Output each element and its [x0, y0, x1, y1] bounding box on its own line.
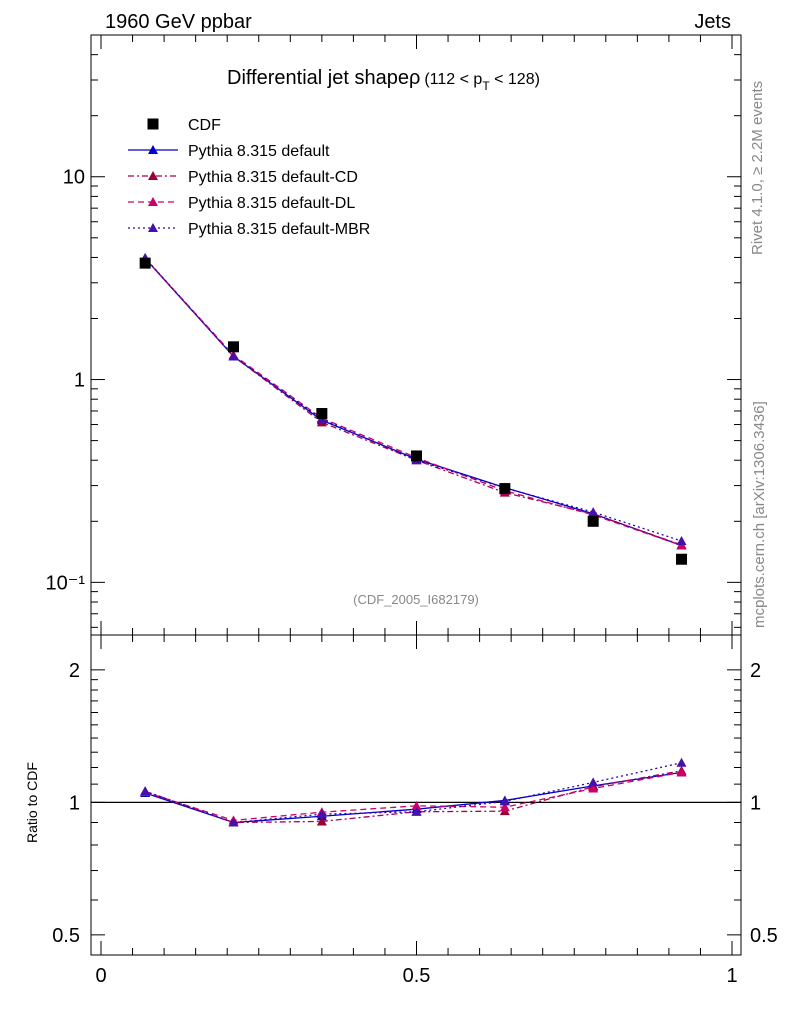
- data-point: [139, 257, 151, 269]
- data-point: [411, 450, 422, 462]
- series-group: [140, 253, 687, 827]
- ratio-point: [588, 783, 599, 793]
- data-point: [228, 341, 240, 353]
- main-y-tick-label: 10⁻¹: [46, 572, 86, 594]
- legend-label: Pythia 8.315 default: [188, 143, 330, 160]
- series-point: [676, 540, 687, 550]
- ratio-y-tick-label-right: 0.5: [750, 925, 778, 947]
- legend: CDF Pythia 8.315 default Pythia 8.315 defa…: [128, 117, 370, 238]
- ratio-y-tick-label-right: 1: [750, 792, 761, 814]
- legend-label: Pythia 8.315 default-MBR: [188, 221, 370, 238]
- axes-layer: 10⁻¹ 1 10 0 0.5 1 0.5 0.5 1 1 2 2: [46, 34, 778, 987]
- series-group: [140, 252, 687, 827]
- header-left: 1960 GeV ppbar: [105, 11, 252, 33]
- header-right: Jets: [694, 11, 731, 33]
- legend-label: Pythia 8.315 default-CD: [188, 169, 358, 186]
- ratio-y-tick-label: 2: [69, 660, 80, 682]
- ratio-point: [228, 817, 239, 827]
- main-y-tick-label: 1: [74, 370, 85, 392]
- legend-marker: [148, 197, 158, 206]
- ratio-y-tick-label: 1: [69, 792, 80, 814]
- data-point: [499, 483, 511, 495]
- data-point: [316, 408, 328, 420]
- ratio-y-tick-label: 0.5: [52, 925, 80, 947]
- ratio-axis-label: Ratio to CDF: [24, 762, 40, 843]
- legend-label: Pythia 8.315 default-DL: [188, 195, 355, 212]
- ratio-point: [411, 806, 422, 816]
- ratio-point: [499, 796, 510, 806]
- data-point: [587, 515, 599, 527]
- ratio-point: [676, 767, 687, 777]
- legend-marker-cdf: [147, 118, 159, 130]
- ratio-point: [676, 757, 687, 767]
- ratio-point: [316, 809, 327, 819]
- series-point: [588, 507, 599, 517]
- main-y-tick-label: 10: [63, 167, 85, 189]
- plot-title: Differential jet shapeρ (112 < pT < 128): [227, 67, 540, 93]
- ratio-point: [588, 777, 599, 787]
- series-point: [228, 351, 239, 361]
- analysis-id-watermark: (CDF_2005_I682179): [353, 592, 479, 607]
- x-tick-label: 0.5: [403, 965, 431, 987]
- legend-marker: [148, 145, 158, 154]
- rivet-label: Rivet 4.1.0, ≥ 2.2M events: [749, 81, 766, 255]
- ratio-plot-frame: [90, 634, 742, 956]
- series-point: [676, 535, 687, 545]
- series-group: [140, 253, 687, 825]
- legend-label: CDF: [188, 117, 221, 134]
- series-group: [140, 253, 687, 827]
- x-tick-label: 1: [726, 965, 737, 987]
- series-line: [144, 257, 682, 546]
- ratio-point: [316, 816, 327, 826]
- series-line: [144, 258, 682, 547]
- legend-marker: [148, 171, 158, 180]
- ratio-point: [140, 786, 151, 796]
- series-layer: [139, 252, 688, 827]
- series-line: [144, 258, 682, 547]
- ratio-point: [411, 800, 422, 810]
- x-tick-label: 0: [95, 965, 106, 987]
- series-line: [144, 257, 682, 542]
- ratio-point: [499, 802, 510, 812]
- mcplots-label: mcplots.cern.ch [arXiv:1306.3436]: [751, 401, 768, 628]
- data-group: [139, 257, 688, 565]
- legend-marker: [148, 223, 158, 232]
- data-point: [676, 553, 688, 565]
- ratio-y-tick-label-right: 2: [750, 660, 761, 682]
